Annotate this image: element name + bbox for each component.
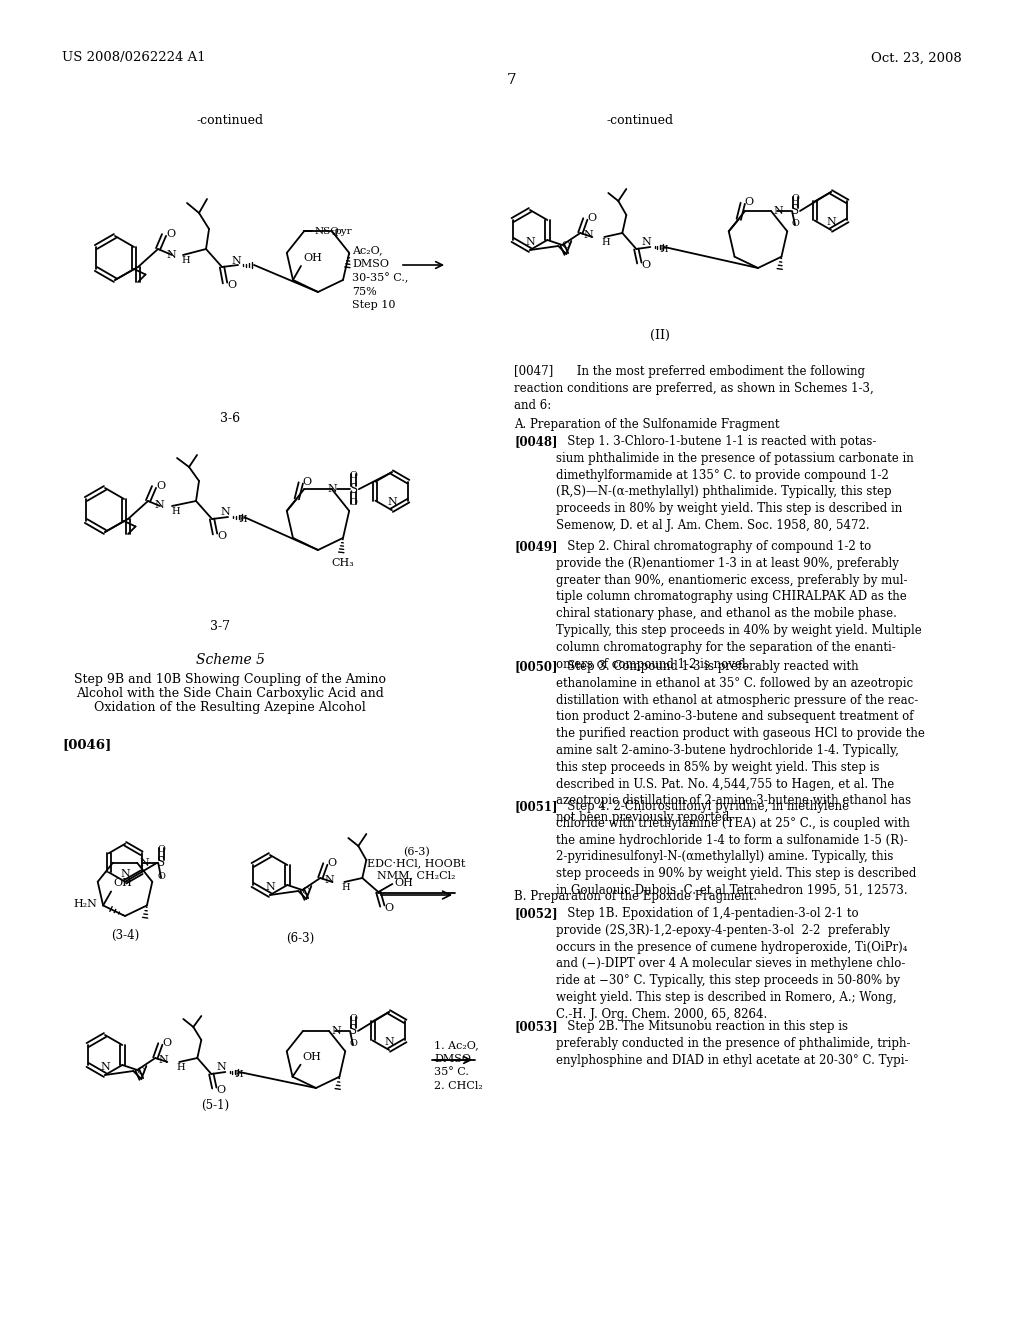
Text: B. Preparation of the Epoxide Fragment.: B. Preparation of the Epoxide Fragment. xyxy=(514,890,757,903)
Text: A. Preparation of the Sulfonamide Fragment: A. Preparation of the Sulfonamide Fragme… xyxy=(514,418,779,432)
Text: NSO: NSO xyxy=(314,227,339,236)
Text: N: N xyxy=(139,858,148,867)
Text: O: O xyxy=(303,477,312,487)
Text: N: N xyxy=(642,238,651,247)
Text: [0047]  In the most preferred embodiment the following
reaction conditions are p: [0047] In the most preferred embodiment … xyxy=(514,366,873,412)
Text: pyr: pyr xyxy=(335,227,352,236)
Text: [0050]: [0050] xyxy=(514,660,557,673)
Text: O: O xyxy=(350,498,357,507)
Text: Step 9B and 10B Showing Coupling of the Amino: Step 9B and 10B Showing Coupling of the … xyxy=(74,673,386,686)
Text: [0052]: [0052] xyxy=(514,907,558,920)
Text: 3-6: 3-6 xyxy=(220,412,240,425)
Text: (II): (II) xyxy=(650,329,670,342)
Text: 2: 2 xyxy=(331,230,336,238)
Text: O: O xyxy=(163,1038,171,1048)
Text: O: O xyxy=(166,228,175,239)
Text: H₂N: H₂N xyxy=(73,899,97,909)
Text: [0051]: [0051] xyxy=(514,800,557,813)
Text: Step 4. 2-Chlorosulfonyl pyridine, in methylene
chloride with triethylamine (TEA: Step 4. 2-Chlorosulfonyl pyridine, in me… xyxy=(556,800,916,898)
Text: N: N xyxy=(584,230,593,240)
Text: -continued: -continued xyxy=(197,114,263,127)
Text: S: S xyxy=(349,1024,357,1038)
Text: N: N xyxy=(384,1038,394,1047)
Text: N: N xyxy=(231,256,241,267)
Text: OH: OH xyxy=(302,1052,322,1061)
Text: H: H xyxy=(659,246,668,253)
Text: H: H xyxy=(341,883,350,892)
Text: N: N xyxy=(120,869,130,879)
Text: O: O xyxy=(744,197,754,207)
Text: Oct. 23, 2008: Oct. 23, 2008 xyxy=(871,51,962,65)
Text: O: O xyxy=(156,480,165,491)
Text: [0053]: [0053] xyxy=(514,1020,558,1034)
Text: (6-3): (6-3) xyxy=(286,932,314,945)
Text: N: N xyxy=(216,1063,226,1072)
Text: O: O xyxy=(792,219,799,228)
Text: N: N xyxy=(155,500,164,510)
Text: N: N xyxy=(100,1063,110,1072)
Text: N: N xyxy=(265,882,274,892)
Text: N: N xyxy=(525,238,535,247)
Text: H: H xyxy=(181,256,189,265)
Text: O: O xyxy=(588,213,596,223)
Text: H: H xyxy=(176,1063,185,1072)
Text: O: O xyxy=(349,1039,357,1048)
Text: O: O xyxy=(792,194,799,203)
Text: O: O xyxy=(217,531,226,541)
Text: O: O xyxy=(349,1014,357,1023)
Text: H: H xyxy=(171,507,179,516)
Text: OH: OH xyxy=(303,253,322,263)
Text: O: O xyxy=(350,471,357,480)
Text: O: O xyxy=(227,280,237,290)
Text: N: N xyxy=(159,1055,168,1065)
Text: Ac₂O,
DMSO
30-35° C.,
75%
Step 10: Ac₂O, DMSO 30-35° C., 75% Step 10 xyxy=(352,246,409,310)
Text: 1. Ac₂O,
DMSO
35° C.
2. CHCl₂: 1. Ac₂O, DMSO 35° C. 2. CHCl₂ xyxy=(434,1040,482,1090)
Text: S: S xyxy=(157,857,165,870)
Text: H: H xyxy=(234,1071,243,1078)
Text: Step 2. Chiral chromatography of compound 1-2 to
provide the (R)enantiomer 1-3 i: Step 2. Chiral chromatography of compoun… xyxy=(556,540,922,671)
Text: (6-3)
EDC·HCl, HOOBt
NMM, CH₂Cl₂: (6-3) EDC·HCl, HOOBt NMM, CH₂Cl₂ xyxy=(367,846,465,880)
Text: O: O xyxy=(158,871,165,880)
Text: [0048]: [0048] xyxy=(514,436,557,447)
Text: N: N xyxy=(327,484,337,494)
Text: O: O xyxy=(641,260,650,271)
Text: N: N xyxy=(387,498,396,507)
Text: Alcohol with the Side Chain Carboxylic Acid and: Alcohol with the Side Chain Carboxylic A… xyxy=(76,688,384,701)
Text: Step 3. Compound 1-3 is preferably reacted with
ethanolamine in ethanol at 35° C: Step 3. Compound 1-3 is preferably react… xyxy=(556,660,925,824)
Text: N: N xyxy=(826,216,836,227)
Text: [0049]: [0049] xyxy=(514,540,557,553)
Text: (5-1): (5-1) xyxy=(201,1098,229,1111)
Text: US 2008/0262224 A1: US 2008/0262224 A1 xyxy=(62,51,206,65)
Text: O: O xyxy=(384,903,393,913)
Text: S: S xyxy=(791,205,799,218)
Text: N: N xyxy=(220,507,230,517)
Text: H: H xyxy=(238,515,247,524)
Text: 3-7: 3-7 xyxy=(210,619,230,632)
Text: Step 2B. The Mitsunobu reaction in this step is
preferably conducted in the pres: Step 2B. The Mitsunobu reaction in this … xyxy=(556,1020,910,1067)
Text: Oxidation of the Resulting Azepine Alcohol: Oxidation of the Resulting Azepine Alcoh… xyxy=(94,701,366,714)
Text: O: O xyxy=(301,887,310,895)
Text: CH₃: CH₃ xyxy=(332,558,354,568)
Text: -continued: -continued xyxy=(606,114,674,127)
Text: Step 1B. Epoxidation of 1,4-pentadien-3-ol 2-1 to
provide (2S,3R)-1,2-epoxy-4-pe: Step 1B. Epoxidation of 1,4-pentadien-3-… xyxy=(556,907,907,1020)
Text: N: N xyxy=(331,1026,341,1036)
Text: N: N xyxy=(325,875,334,884)
Text: O: O xyxy=(561,242,570,251)
Text: 7: 7 xyxy=(507,73,517,87)
Text: OH: OH xyxy=(394,878,414,888)
Text: O: O xyxy=(136,1067,145,1076)
Text: O: O xyxy=(158,845,165,854)
Text: N: N xyxy=(166,249,176,260)
Text: S: S xyxy=(350,483,358,496)
Text: (3-4): (3-4) xyxy=(111,928,139,941)
Text: OH: OH xyxy=(113,878,132,888)
Text: N: N xyxy=(773,206,782,216)
Text: O: O xyxy=(216,1085,225,1096)
Text: Step 1. 3-Chloro-1-butene 1-1 is reacted with potas-
sium phthalimide in the pre: Step 1. 3-Chloro-1-butene 1-1 is reacted… xyxy=(556,436,913,532)
Text: Scheme 5: Scheme 5 xyxy=(196,653,264,667)
Text: H: H xyxy=(601,238,610,247)
Text: O: O xyxy=(328,858,337,869)
Text: [0046]: [0046] xyxy=(62,738,112,751)
